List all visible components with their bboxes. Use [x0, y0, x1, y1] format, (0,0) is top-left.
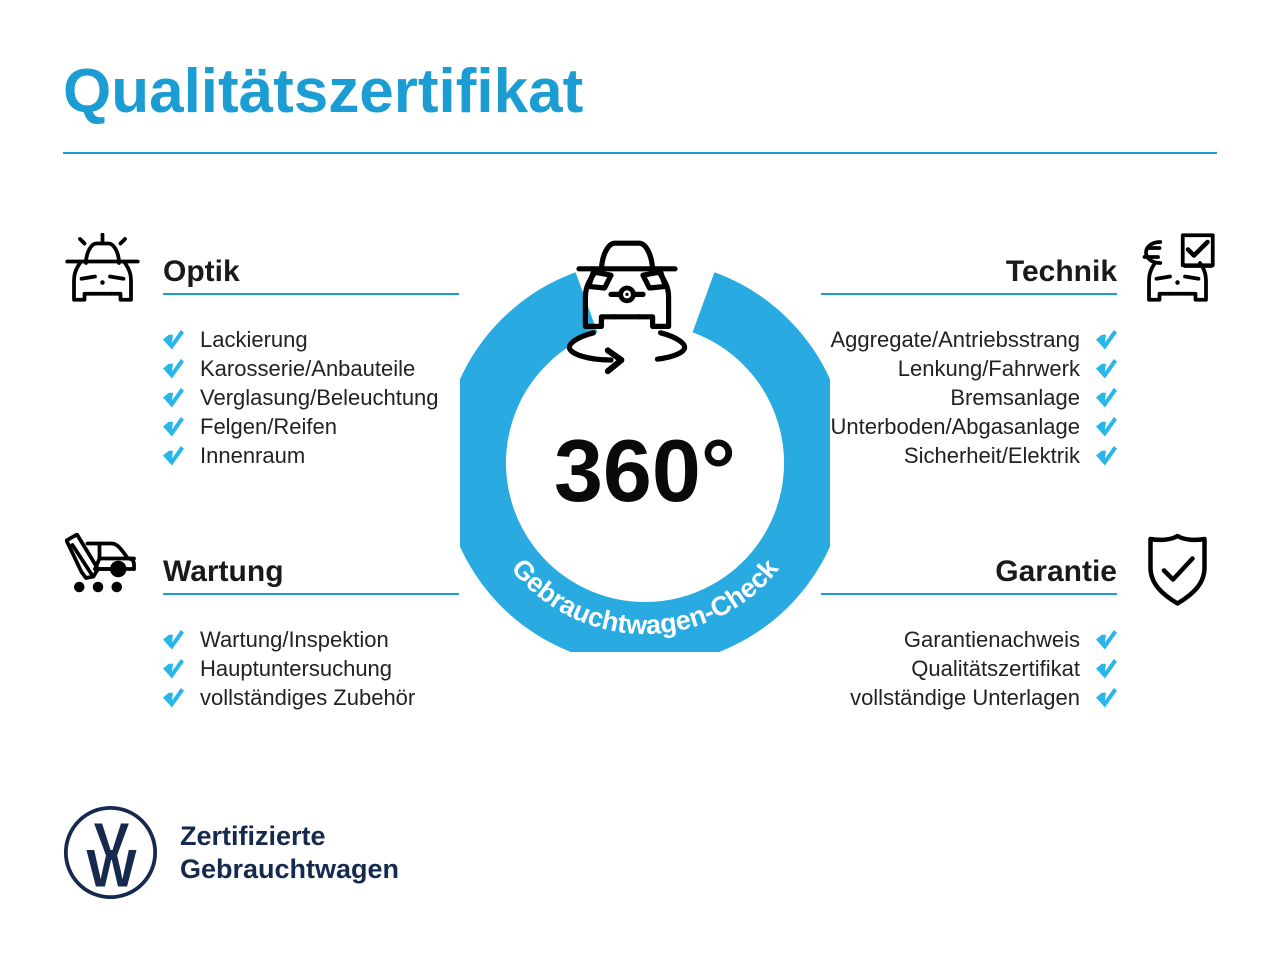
svg-text:360°: 360° [554, 421, 736, 520]
svg-text:W: W [86, 840, 137, 899]
